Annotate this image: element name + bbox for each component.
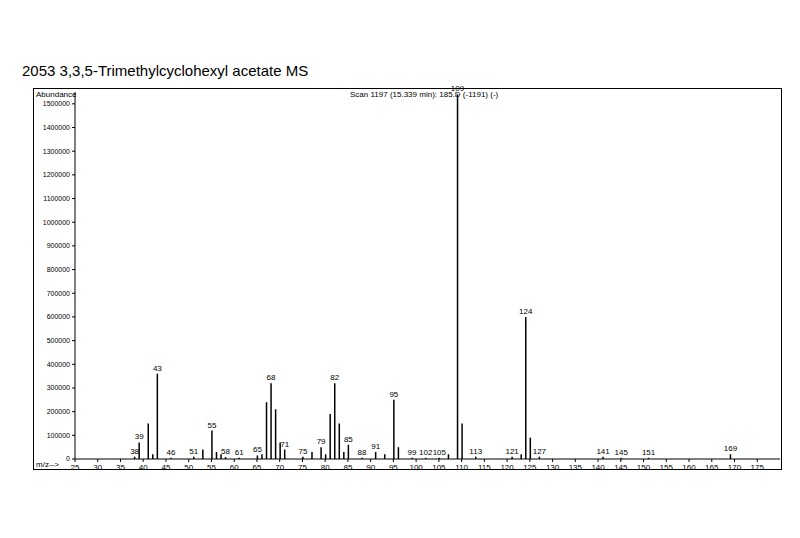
- svg-text:70: 70: [275, 463, 284, 472]
- svg-text:145: 145: [614, 463, 628, 472]
- svg-text:65: 65: [252, 463, 261, 472]
- svg-text:46: 46: [167, 448, 176, 457]
- svg-text:900000: 900000: [47, 242, 70, 249]
- svg-text:700000: 700000: [47, 290, 70, 297]
- svg-text:95: 95: [389, 390, 398, 399]
- svg-text:141: 141: [596, 447, 610, 456]
- svg-text:38: 38: [130, 447, 139, 456]
- svg-text:40: 40: [139, 463, 148, 472]
- svg-text:100: 100: [409, 463, 423, 472]
- svg-text:39: 39: [135, 432, 144, 441]
- svg-text:85: 85: [344, 435, 353, 444]
- svg-text:127: 127: [533, 447, 547, 456]
- svg-text:91: 91: [371, 442, 380, 451]
- svg-text:130: 130: [546, 463, 560, 472]
- svg-text:800000: 800000: [47, 266, 70, 273]
- svg-text:400000: 400000: [47, 361, 70, 368]
- svg-text:109: 109: [451, 84, 465, 93]
- svg-text:58: 58: [221, 447, 230, 456]
- svg-text:160: 160: [682, 463, 696, 472]
- svg-text:0: 0: [66, 455, 70, 462]
- svg-text:145: 145: [615, 448, 629, 457]
- svg-text:113: 113: [469, 447, 482, 456]
- svg-text:1400000: 1400000: [43, 124, 70, 131]
- svg-text:1500000: 1500000: [43, 100, 70, 107]
- svg-text:55: 55: [207, 421, 216, 430]
- svg-text:65: 65: [253, 445, 262, 454]
- svg-text:1300000: 1300000: [43, 148, 70, 155]
- svg-text:200000: 200000: [47, 408, 70, 415]
- svg-text:110: 110: [455, 463, 468, 472]
- svg-text:125: 125: [523, 463, 537, 472]
- svg-text:150: 150: [637, 463, 651, 472]
- svg-text:99: 99: [408, 448, 417, 457]
- svg-text:500000: 500000: [47, 337, 70, 344]
- svg-text:105: 105: [433, 448, 447, 457]
- svg-text:155: 155: [660, 463, 674, 472]
- svg-text:1000000: 1000000: [43, 219, 70, 226]
- svg-text:115: 115: [478, 463, 491, 472]
- svg-text:45: 45: [162, 463, 171, 472]
- svg-text:30: 30: [93, 463, 102, 472]
- svg-text:165: 165: [705, 463, 719, 472]
- svg-text:151: 151: [642, 448, 656, 457]
- svg-text:50: 50: [184, 463, 193, 472]
- svg-text:121: 121: [505, 447, 519, 456]
- svg-text:170: 170: [728, 463, 742, 472]
- svg-text:1200000: 1200000: [43, 171, 70, 178]
- svg-text:55: 55: [207, 463, 216, 472]
- svg-text:61: 61: [235, 448, 244, 457]
- svg-text:175: 175: [751, 463, 765, 472]
- svg-text:169: 169: [724, 444, 738, 453]
- svg-text:1100000: 1100000: [43, 195, 70, 202]
- svg-text:60: 60: [230, 463, 239, 472]
- svg-text:105: 105: [432, 463, 446, 472]
- svg-text:140: 140: [591, 463, 605, 472]
- svg-text:124: 124: [519, 307, 533, 316]
- svg-text:43: 43: [153, 364, 162, 373]
- svg-text:82: 82: [330, 373, 339, 382]
- svg-text:102: 102: [419, 448, 433, 457]
- svg-text:135: 135: [569, 463, 583, 472]
- svg-text:85: 85: [343, 463, 352, 472]
- svg-text:80: 80: [321, 463, 330, 472]
- svg-text:120: 120: [500, 463, 514, 472]
- svg-text:88: 88: [358, 448, 367, 457]
- svg-text:79: 79: [317, 437, 326, 446]
- svg-text:90: 90: [366, 463, 375, 472]
- svg-text:75: 75: [298, 463, 307, 472]
- svg-text:300000: 300000: [47, 384, 70, 391]
- svg-text:71: 71: [280, 440, 289, 449]
- svg-text:35: 35: [116, 463, 125, 472]
- svg-text:51: 51: [189, 447, 198, 456]
- svg-text:600000: 600000: [47, 313, 70, 320]
- svg-text:75: 75: [298, 447, 307, 456]
- svg-text:100000: 100000: [47, 432, 70, 439]
- svg-text:68: 68: [267, 373, 276, 382]
- svg-text:95: 95: [389, 463, 398, 472]
- svg-text:25: 25: [71, 463, 80, 472]
